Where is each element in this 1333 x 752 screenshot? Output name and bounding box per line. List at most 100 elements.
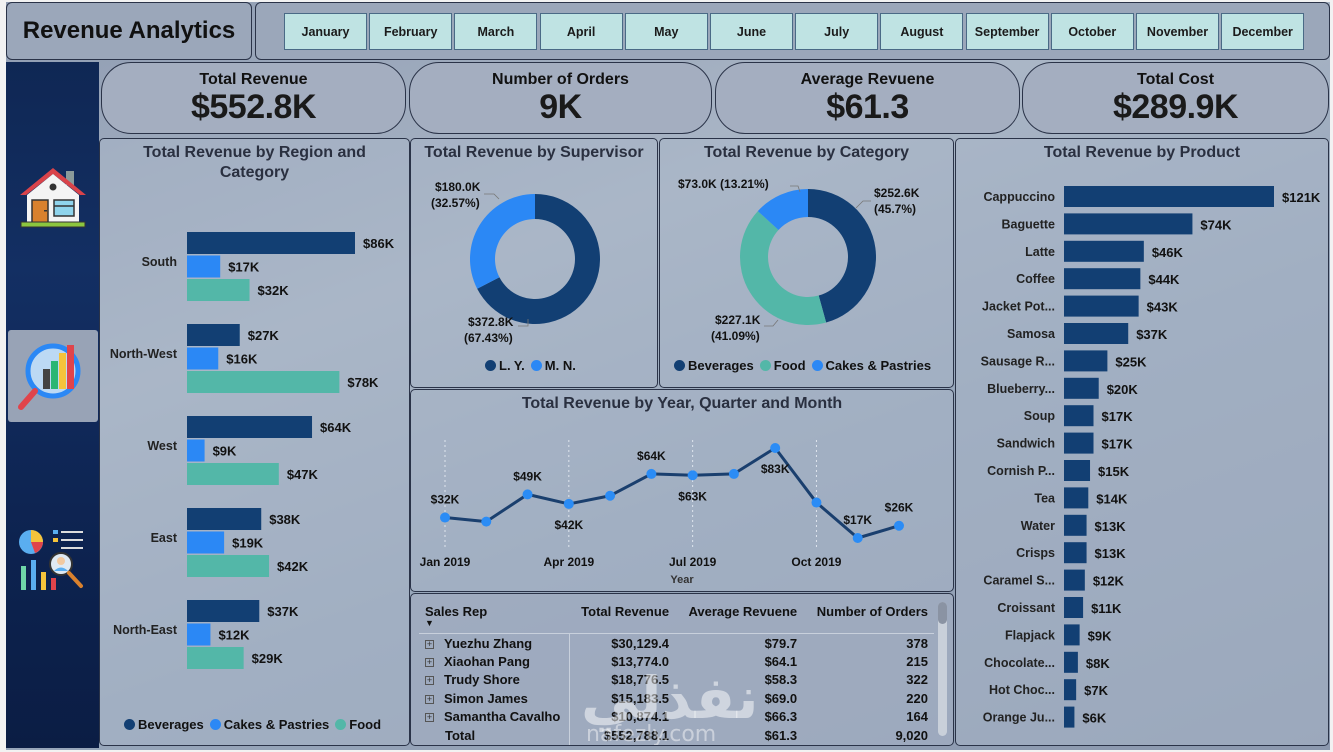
data-label: $43K bbox=[1147, 300, 1179, 315]
donut-slice-l-y- bbox=[477, 194, 600, 324]
bar-product bbox=[1064, 377, 1099, 399]
legend-item-food[interactable]: Food bbox=[759, 358, 806, 373]
table-row[interactable]: + Simon James $15,183.5 $69.0 220 bbox=[419, 689, 934, 708]
month-button-may[interactable]: May bbox=[624, 13, 708, 50]
cell-value: $79.7 bbox=[764, 635, 798, 651]
data-label: $44K bbox=[1148, 272, 1180, 287]
legend-item-ly[interactable]: L. Y. bbox=[485, 358, 525, 373]
category-label: West bbox=[147, 439, 177, 453]
category-label: Flapjack bbox=[1005, 628, 1055, 642]
product-bar-chart[interactable]: Total Revenue by Product Cappuccino $121K… bbox=[955, 138, 1329, 746]
data-label: $17K bbox=[228, 260, 260, 275]
legend-item-mn[interactable]: M. N. bbox=[530, 358, 576, 373]
data-label: (67.43%) bbox=[464, 331, 513, 345]
bar-product bbox=[1064, 323, 1129, 344]
cell-value: $58.3 bbox=[764, 672, 798, 688]
category-label: Latte bbox=[1025, 245, 1055, 259]
bar-beverages bbox=[187, 416, 313, 438]
legend-item-beverages[interactable]: Beverages bbox=[674, 358, 754, 373]
expand-icon[interactable]: + bbox=[425, 675, 434, 686]
chart-title: Total Revenue by Supervisor bbox=[424, 144, 644, 161]
region-category-chart[interactable]: Total Revenue by Region and Category Sou… bbox=[99, 138, 410, 746]
table-row[interactable]: + Yuezhu Zhang $30,129.4 $79.7 378 bbox=[419, 633, 934, 652]
month-button-november[interactable]: November bbox=[1136, 13, 1219, 50]
legend-dot bbox=[124, 719, 135, 730]
month-button-july[interactable]: July bbox=[795, 13, 879, 50]
month-button-march[interactable]: March bbox=[454, 13, 538, 50]
category-label: Crisps bbox=[1016, 546, 1055, 560]
legend-label: Cakes & Pastries bbox=[223, 717, 330, 732]
data-label: $9K bbox=[213, 444, 237, 459]
chart-legend: Beverages Food Cakes & Pastries bbox=[674, 358, 931, 373]
bar-product bbox=[1064, 240, 1144, 262]
column-header-total-revenue[interactable]: Total Revenue bbox=[569, 602, 676, 634]
data-label: $17K bbox=[1102, 409, 1134, 424]
legend-item-cakes[interactable]: Cakes & Pastries bbox=[209, 717, 330, 732]
data-label: $13K bbox=[1095, 519, 1127, 534]
legend-item-cakes[interactable]: Cakes & Pastries bbox=[811, 358, 931, 373]
cell-value: $13,774.0 bbox=[568, 652, 676, 671]
table-row[interactable]: + Xiaohan Pang $13,774.0 $64.1 215 bbox=[419, 652, 934, 671]
table-row[interactable]: + Samantha Cavalho $10,874.1 $66.3 164 bbox=[419, 707, 934, 726]
sidebar-item-reports[interactable] bbox=[6, 514, 99, 606]
scrollbar-thumb[interactable] bbox=[938, 602, 947, 624]
column-header-average-revenue[interactable]: Average Revuene bbox=[675, 602, 804, 634]
month-button-october[interactable]: October bbox=[1050, 13, 1134, 50]
total-value: 9,020 bbox=[895, 727, 928, 743]
data-point bbox=[563, 498, 574, 509]
cell-sales-rep: + Simon James bbox=[425, 690, 528, 706]
legend-item-food[interactable]: Food bbox=[335, 717, 381, 732]
data-label: $42K bbox=[277, 559, 309, 574]
expand-icon[interactable]: + bbox=[425, 638, 434, 649]
data-label: $29K bbox=[252, 651, 284, 666]
sidebar-item-home[interactable] bbox=[6, 152, 99, 244]
kpi-total-revenue: Total Revenue $552.8K bbox=[101, 62, 406, 134]
month-button-december[interactable]: December bbox=[1221, 13, 1305, 50]
category-donut-chart[interactable]: Total Revenue by Category $73.0K (13.21%… bbox=[659, 138, 954, 388]
revenue-trend-line-chart[interactable]: Total Revenue by Year, Quarter and Month… bbox=[410, 389, 954, 592]
cell-value: $18,776.5 bbox=[568, 670, 676, 689]
leader-line bbox=[764, 319, 779, 327]
cell-value: $30,129.4 bbox=[568, 633, 676, 652]
category-label: Sausage R... bbox=[981, 354, 1055, 368]
cell-value: 215 bbox=[906, 653, 928, 669]
legend-dot bbox=[335, 719, 347, 730]
total-label: Total bbox=[445, 727, 476, 743]
supervisor-donut-chart[interactable]: Total Revenue by Supervisor $180.0K (32.5… bbox=[410, 138, 658, 388]
category-label: Blueberry... bbox=[987, 382, 1055, 396]
month-slicer: January February March April May June July Augu… bbox=[255, 2, 1330, 60]
column-header-sales-rep[interactable]: Sales Rep ▼ bbox=[419, 602, 569, 634]
legend-item-beverages[interactable]: Beverages bbox=[124, 717, 204, 732]
legend-dot bbox=[811, 360, 823, 371]
data-label: $14K bbox=[1096, 491, 1128, 506]
sales-rep-grid: Sales Rep ▼ Total Revenue Average Revuene… bbox=[419, 602, 934, 745]
expand-icon[interactable]: + bbox=[425, 693, 434, 704]
sort-desc-icon[interactable]: ▼ bbox=[425, 618, 434, 628]
sidebar-item-analytics[interactable] bbox=[8, 330, 98, 422]
bar-food bbox=[187, 647, 244, 669]
table-row[interactable]: + Trudy Shore $18,776.5 $58.3 322 bbox=[419, 670, 934, 689]
month-button-september[interactable]: September bbox=[965, 13, 1049, 50]
month-button-june[interactable]: June bbox=[710, 13, 793, 50]
kpi-label: Total Cost bbox=[1136, 71, 1215, 88]
expand-icon[interactable]: + bbox=[425, 656, 434, 667]
month-button-august[interactable]: August bbox=[880, 13, 964, 50]
chart-title: Total Revenue by Year, Quarter and Month bbox=[521, 395, 843, 412]
data-label: $26K bbox=[885, 501, 914, 515]
data-point bbox=[646, 468, 657, 479]
month-button-february[interactable]: February bbox=[369, 13, 453, 50]
month-button-april[interactable]: April bbox=[539, 13, 623, 50]
data-point bbox=[811, 497, 822, 508]
legend-label: Food bbox=[773, 358, 806, 373]
expand-icon[interactable]: + bbox=[425, 712, 434, 723]
table-scrollbar[interactable] bbox=[938, 602, 947, 736]
bar-product bbox=[1064, 542, 1087, 564]
report-title: Revenue Analytics bbox=[22, 17, 236, 44]
chart-legend: Beverages Cakes & Pastries Food bbox=[124, 717, 381, 732]
column-header-number-of-orders[interactable]: Number of Orders bbox=[803, 602, 934, 634]
category-label: North-West bbox=[110, 347, 178, 361]
cell-sales-rep: + Trudy Shore bbox=[425, 672, 520, 688]
sales-rep-table[interactable]: Sales Rep ▼ Total Revenue Average Revuene… bbox=[410, 593, 954, 746]
month-button-january[interactable]: January bbox=[284, 13, 367, 50]
data-label: $227.1K bbox=[715, 313, 761, 327]
